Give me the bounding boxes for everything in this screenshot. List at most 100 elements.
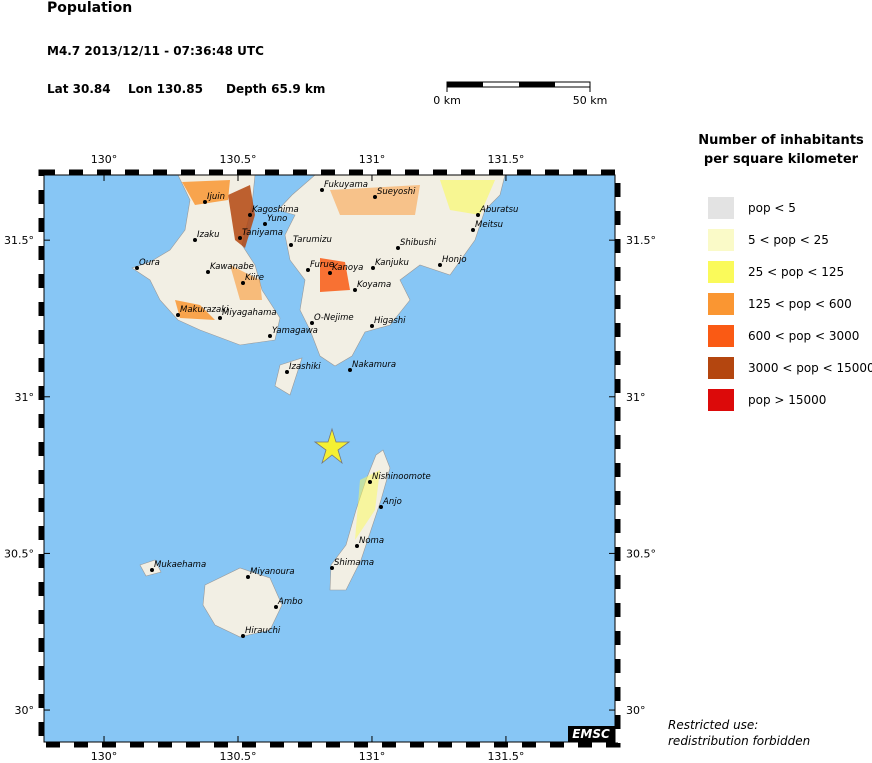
lon-label: 131.5° — [487, 153, 524, 166]
legend-label: 125 < pop < 600 — [748, 297, 852, 311]
footer: Restricted use: — [668, 718, 758, 732]
land — [274, 357, 303, 396]
lat-label: 30° — [626, 704, 646, 717]
place-dot — [310, 321, 314, 325]
lat-label: 30° — [15, 704, 35, 717]
place-label: Kanjuku — [375, 258, 409, 268]
place-dot — [150, 568, 154, 572]
epicenter — [313, 427, 351, 465]
land — [202, 567, 283, 638]
place-dot — [263, 222, 267, 226]
land — [277, 174, 506, 367]
legend-swatch — [708, 293, 734, 315]
legend-swatch — [708, 197, 734, 219]
place-label: Honjo — [442, 255, 467, 265]
place-dot — [206, 270, 210, 274]
lat-label: 30.5° — [4, 547, 34, 560]
place-dot — [241, 634, 245, 638]
place-dot — [353, 288, 357, 292]
scale-bar — [446, 81, 591, 92]
place-dot — [176, 313, 180, 317]
badge-bg — [568, 726, 615, 742]
place-dot — [348, 368, 352, 372]
place-dot — [368, 480, 372, 484]
legend-title: per square kilometer — [704, 152, 859, 167]
place-label: Shibushi — [400, 238, 437, 248]
legend: Number of inhabitants per square kilomet… — [698, 133, 872, 411]
place-label: Kiire — [245, 273, 264, 283]
legend-swatch — [708, 389, 734, 411]
place-dot — [246, 575, 250, 579]
place-dot — [218, 316, 222, 320]
place-label: Aburatsu — [479, 205, 518, 215]
lat-label: 31° — [15, 391, 35, 404]
place-label: Kanoya — [332, 263, 363, 273]
place-label: Oura — [139, 258, 160, 268]
lon-label: 131.5° — [487, 750, 524, 763]
place-dot — [370, 324, 374, 328]
place-label: Sueyoshi — [377, 187, 416, 197]
legend-label: 600 < pop < 3000 — [748, 329, 859, 343]
place-label: Izaku — [197, 230, 220, 240]
footer: redistribution forbidden — [668, 734, 810, 748]
legend-label: 3000 < pop < 15000 — [748, 361, 872, 375]
badge: EMSC — [572, 727, 610, 741]
legend-label: 5 < pop < 25 — [748, 233, 829, 247]
place-dot — [396, 246, 400, 250]
depth: Depth 65.9 km — [226, 82, 325, 96]
lat: Lat 30.84 — [47, 82, 111, 96]
place-label: Meitsu — [475, 220, 503, 230]
place-dot — [285, 370, 289, 374]
place-label: Kagoshima — [252, 205, 299, 215]
lon-label: 130° — [91, 750, 118, 763]
place-dot — [238, 236, 242, 240]
place-dot — [379, 505, 383, 509]
lat-label: 31.5° — [4, 234, 34, 247]
place-label: Yuno — [267, 214, 287, 224]
place-dot — [438, 263, 442, 267]
place-label: Miyagahama — [222, 308, 277, 318]
place-label: Anjo — [382, 497, 402, 507]
map: IjuinKagoshimaYunoTaniyamaIzakuKawanabeK… — [38, 169, 621, 748]
scale-start: 0 km — [433, 94, 461, 107]
place-dot — [306, 268, 310, 272]
place-label: Izashiki — [289, 362, 321, 372]
place-label: Ijuin — [207, 192, 225, 202]
place-dot — [330, 566, 334, 570]
place-label: Nakamura — [352, 360, 396, 370]
legend-swatch — [708, 325, 734, 347]
place-label: Furue — [310, 260, 334, 270]
place-dot — [320, 188, 324, 192]
place-label: Miyanoura — [250, 567, 295, 577]
lon-label: 130.5° — [219, 153, 256, 166]
place-dot — [241, 281, 245, 285]
frame — [43, 174, 616, 743]
legend-label: pop < 5 — [748, 201, 796, 215]
lon-label: 131° — [359, 153, 386, 166]
place-dot — [274, 605, 278, 609]
event: M4.7 2013/12/11 - 07:36:48 UTC — [47, 44, 264, 58]
land — [139, 559, 162, 577]
lat-label: 31.5° — [626, 234, 656, 247]
place-label: Makurazaki — [180, 305, 229, 315]
scale-end: 50 km — [573, 94, 608, 107]
place-label: Noma — [359, 536, 384, 546]
place-label: Tarumizu — [293, 235, 332, 245]
place-label: Nishinoomote — [372, 472, 431, 482]
place-dot — [135, 266, 139, 270]
lon-label: 130.5° — [219, 750, 256, 763]
frame-border — [38, 169, 621, 748]
place-label: Higashi — [374, 316, 406, 326]
place-label: Koyama — [357, 280, 391, 290]
place-label: Taniyama — [242, 228, 283, 238]
place-dot — [355, 544, 359, 548]
lat-label: 31° — [626, 391, 646, 404]
legend-label: 25 < pop < 125 — [748, 265, 844, 279]
place-dot — [248, 213, 252, 217]
legend-swatch — [708, 261, 734, 283]
lon: Lon 130.85 — [128, 82, 203, 96]
legend-label: pop > 15000 — [748, 393, 826, 407]
legend-title: Number of inhabitants — [698, 133, 864, 148]
place-label: Fukuyama — [324, 180, 368, 190]
